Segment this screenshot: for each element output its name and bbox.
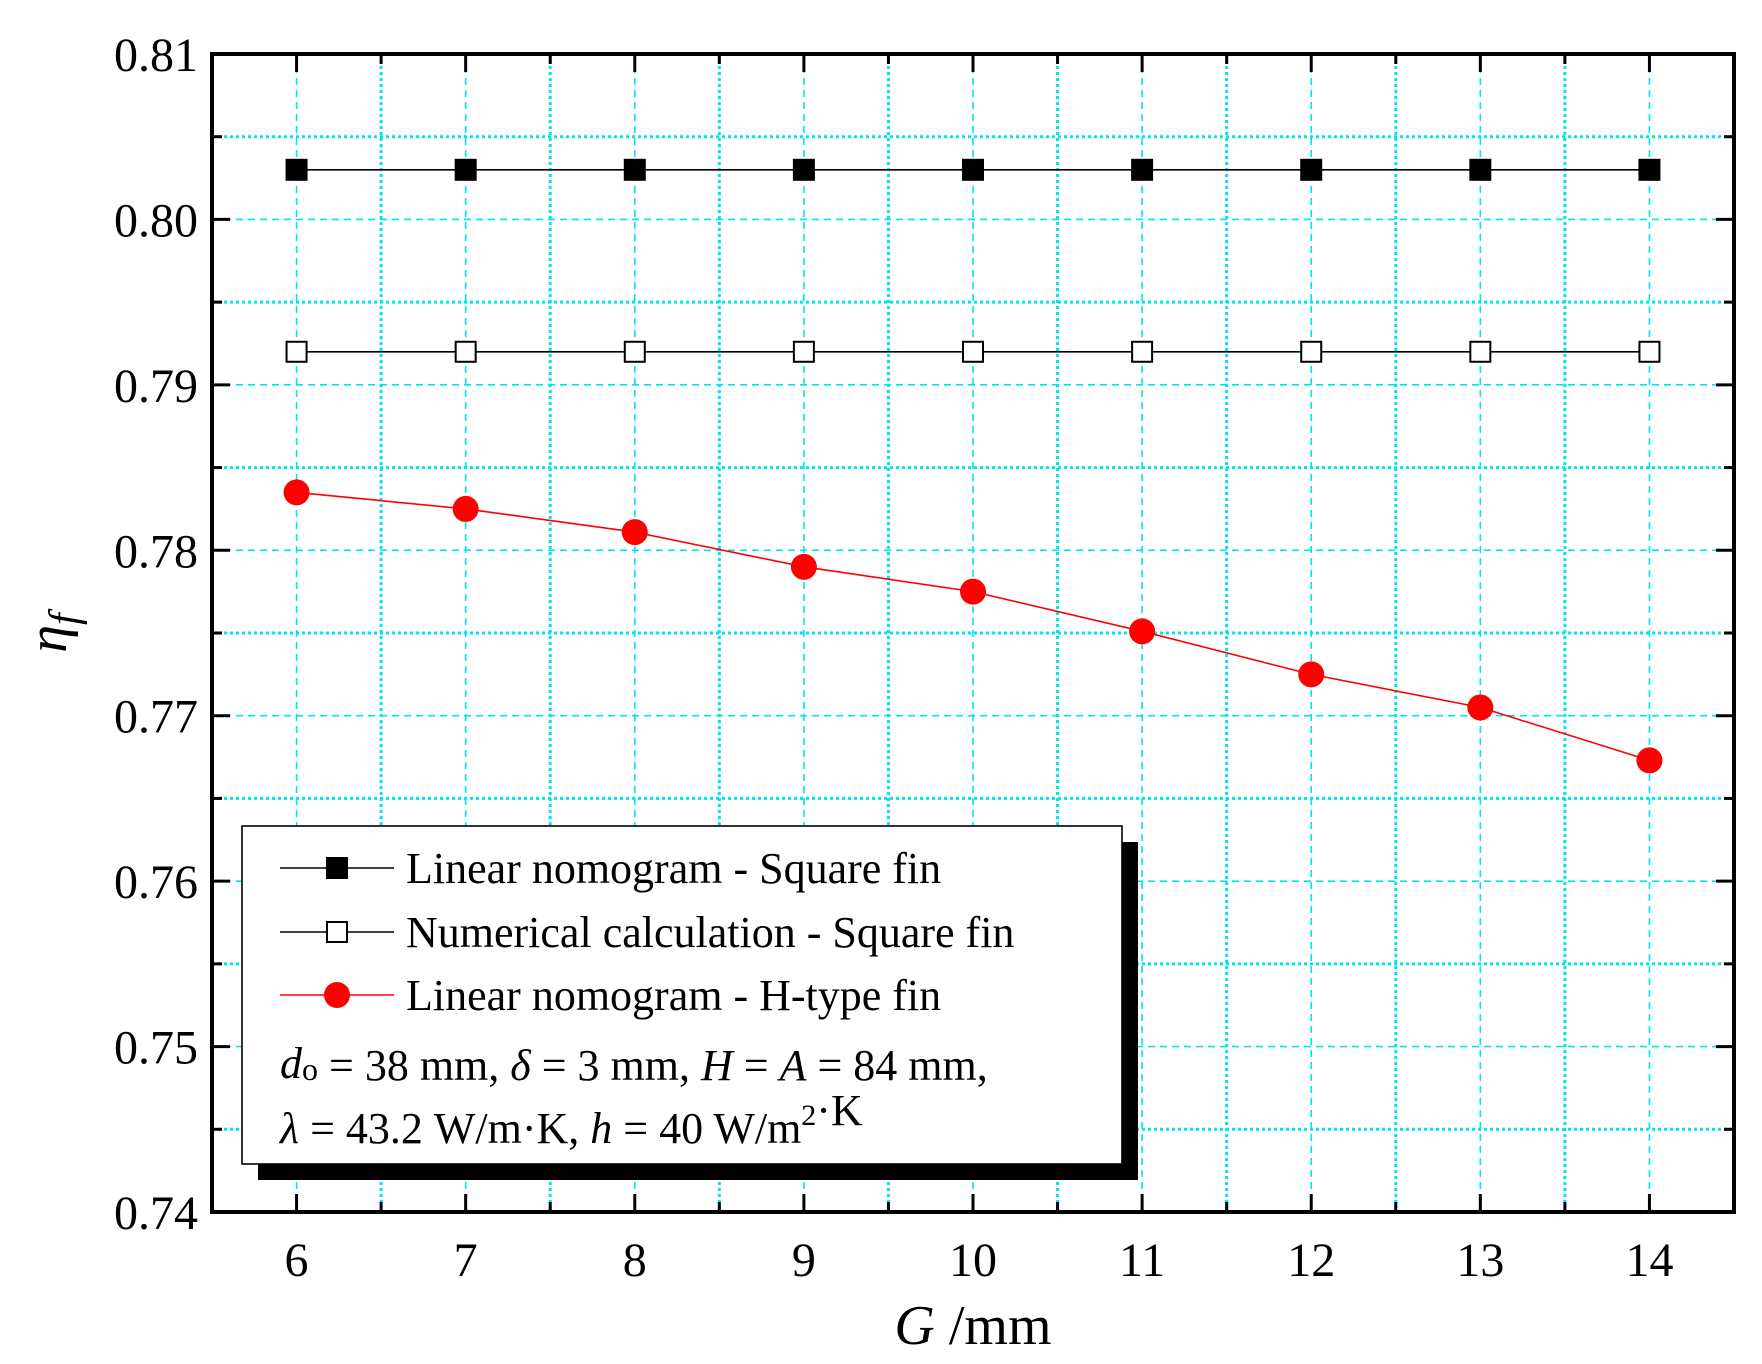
grid [212, 53, 1734, 1213]
x-axis-variable: G [894, 1295, 934, 1357]
x-tick-label: 6 [285, 1234, 309, 1287]
legend-item-3: Linear nomogram - H-type fin [280, 971, 941, 1020]
y-tick-label: 0.78 [114, 525, 198, 578]
legend-label: Numerical calculation - Square fin [406, 908, 1014, 957]
data-point [1467, 694, 1494, 721]
annotation-part: ·K [816, 1086, 863, 1135]
data-point [792, 158, 815, 181]
data-point [1300, 340, 1323, 363]
y-axis-title: ηf [17, 608, 88, 653]
y-tick-label: 0.80 [114, 194, 198, 247]
annotation-part: = 84 mm, [806, 1041, 987, 1090]
annotation-part: A [777, 1041, 808, 1090]
data-point [1131, 340, 1154, 363]
data-point [962, 340, 984, 363]
data-point [1636, 747, 1663, 774]
annotation-part: = [733, 1041, 780, 1090]
x-tick-label: 10 [949, 1234, 997, 1287]
annotation-part: 2 [801, 1099, 816, 1132]
x-tick-label: 9 [792, 1234, 816, 1287]
x-tick-label: 8 [623, 1234, 647, 1287]
x-tick-label: 7 [454, 1234, 478, 1287]
y-axis-subscript: f [42, 608, 88, 625]
y-tick-label: 0.75 [114, 1022, 198, 1075]
annotation-part: d [280, 1039, 303, 1088]
data-point [960, 578, 986, 605]
legend-label: Linear nomogram - H-type fin [406, 971, 941, 1020]
legend: Linear nomogram - Square fin Numerical ca… [241, 825, 1138, 1180]
legend-marker [326, 857, 348, 879]
data-point [1300, 158, 1323, 181]
annotation-part: = 3 mm, [531, 1041, 701, 1090]
data-point [454, 158, 477, 181]
x-tick-label: 12 [1287, 1234, 1335, 1287]
series-group [283, 158, 1663, 774]
annotation-part: = 38 mm, [318, 1041, 510, 1090]
data-point [621, 519, 648, 546]
data-point [792, 340, 815, 363]
legend-item-2: Numerical calculation - Square fin [280, 908, 1014, 957]
x-tick-label: 11 [1119, 1234, 1165, 1287]
annotation-part: δ [510, 1041, 532, 1090]
legend-marker [324, 982, 350, 1008]
data-point [454, 340, 477, 363]
annotation-part: h [590, 1104, 612, 1153]
series-1 [285, 158, 1661, 181]
data-point [1638, 158, 1661, 181]
series-2 [285, 340, 1661, 363]
data-point [623, 158, 646, 181]
data-point [962, 158, 984, 181]
annotation-part: = 40 W/m [612, 1104, 801, 1153]
data-point [285, 158, 308, 181]
x-tick-label: 14 [1625, 1234, 1673, 1287]
data-point [452, 495, 479, 522]
series-3 [283, 479, 1663, 774]
x-axis-title: G /mm [894, 1295, 1051, 1357]
axes: 6 7 8 9 10 11 12 13 14 0.74 0.75 0.76 0.77 0.78 0.79 0.… [17, 29, 1736, 1357]
y-tick-label: 0.79 [114, 360, 198, 413]
y-tick-label: 0.76 [114, 856, 198, 909]
annotation-part: H [700, 1041, 735, 1090]
data-point [1131, 158, 1154, 181]
legend-marker [326, 921, 348, 943]
data-point [1469, 158, 1492, 181]
y-axis-symbol: η [17, 625, 79, 653]
data-point [790, 553, 817, 580]
legend-item-1: Linear nomogram - Square fin [280, 844, 941, 893]
annotation-part: o [302, 1051, 318, 1087]
y-tick-label: 0.74 [114, 1187, 198, 1240]
annotation-line-2: λ = 43.2 W/m·K, h = 40 W/m2·K [278, 1086, 863, 1153]
x-axis-unit: /mm [935, 1295, 1052, 1357]
data-point [1638, 340, 1661, 363]
x-tick-label: 13 [1456, 1234, 1504, 1287]
annotation-line-1: do = 38 mm, δ = 3 mm, H = A = 84 mm, [280, 1039, 988, 1090]
data-point [283, 479, 310, 506]
data-point [1298, 661, 1325, 688]
data-point [1129, 618, 1156, 645]
data-point [623, 340, 646, 363]
y-tick-label: 0.81 [114, 29, 198, 82]
annotation-part: = 43.2 W/m·K, [299, 1104, 590, 1153]
annotation-part: λ [278, 1104, 299, 1153]
y-tick-label: 0.77 [114, 691, 198, 744]
data-point [285, 340, 308, 363]
data-point [1469, 340, 1492, 363]
legend-label: Linear nomogram - Square fin [406, 844, 941, 893]
